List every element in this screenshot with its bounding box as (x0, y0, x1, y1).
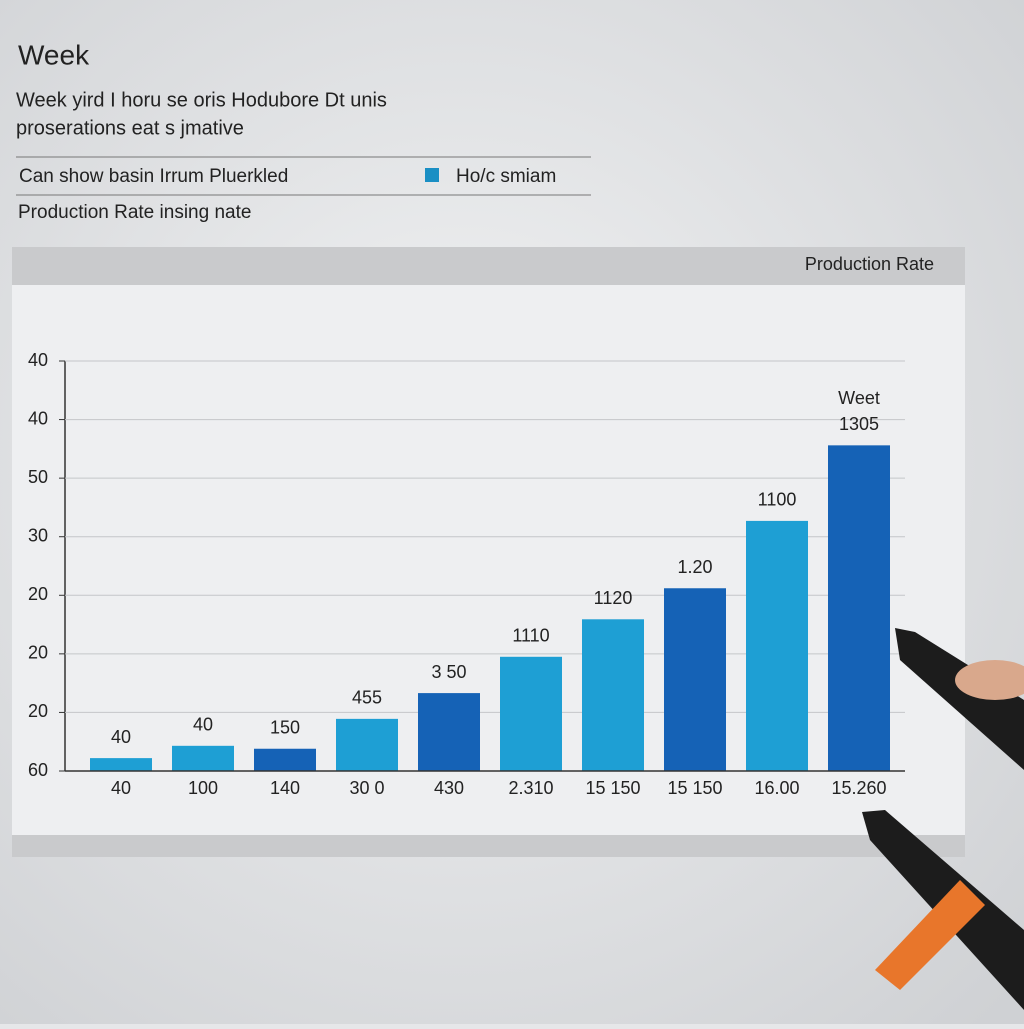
x-tick-label: 15 150 (667, 778, 722, 798)
x-tick-label: 140 (270, 778, 300, 798)
bar-label: 40 (111, 727, 131, 747)
bar-label: 455 (352, 688, 382, 708)
bar-label: 3 50 (431, 662, 466, 682)
x-tick-label: 30 0 (349, 778, 384, 798)
panel-title: Production Rate (805, 254, 934, 274)
y-tick-label: 30 (28, 525, 48, 545)
bar (746, 520, 808, 771)
bar (582, 619, 644, 771)
bar-label: 1305 (839, 414, 879, 434)
bar-label: 150 (270, 717, 300, 737)
y-tick-label: 40 (28, 350, 48, 370)
plot: 60 20 20 20 30 50 40 40 40 40 100 40 140 150 30 0 455 43… (28, 350, 905, 798)
y-tick-label: 50 (28, 467, 48, 487)
note: Can show basin Irrum Pluerkled (19, 166, 288, 187)
panel-footer (12, 835, 965, 857)
y-tick-label: 20 (28, 643, 48, 663)
bar (336, 718, 398, 771)
bar-label: 1100 (758, 490, 797, 510)
bar (418, 693, 480, 771)
subtitle: Week yird I horu se oris Hodubore Dt uni… (16, 89, 387, 111)
chart-title: Week (18, 39, 90, 70)
x-tick-label: 40 (111, 778, 131, 798)
x-tick-label: 100 (188, 778, 218, 798)
bar (500, 656, 562, 771)
pen (862, 628, 1024, 1010)
top-note: Weet (838, 388, 880, 408)
y-tick-label: 60 (28, 760, 48, 780)
panel (12, 247, 965, 857)
legend-label: Ho/c smiam (456, 166, 556, 187)
legend-swatch (425, 168, 439, 182)
subtitle: proserations eat s jmative (16, 117, 244, 139)
y-tick-label: 20 (28, 584, 48, 604)
bar (828, 445, 890, 771)
bar-label: 40 (193, 715, 213, 735)
y-tick-label: 20 (28, 701, 48, 721)
caption: Production Rate insing nate (18, 202, 251, 223)
bar-label: 1120 (594, 588, 633, 608)
x-tick-label: 15.260 (831, 778, 886, 798)
panel-header (12, 247, 965, 285)
x-tick-label: 15 150 (585, 778, 640, 798)
bar (664, 588, 726, 771)
bar (254, 748, 316, 771)
bar (172, 745, 234, 771)
bar-label: 1110 (512, 626, 549, 646)
bar-label: 1.20 (677, 557, 712, 577)
x-tick-label: 16.00 (754, 778, 799, 798)
x-tick-label: 2.310 (508, 778, 553, 798)
y-tick-label: 40 (28, 408, 48, 428)
bar (90, 758, 152, 771)
x-tick-label: 430 (434, 778, 464, 798)
